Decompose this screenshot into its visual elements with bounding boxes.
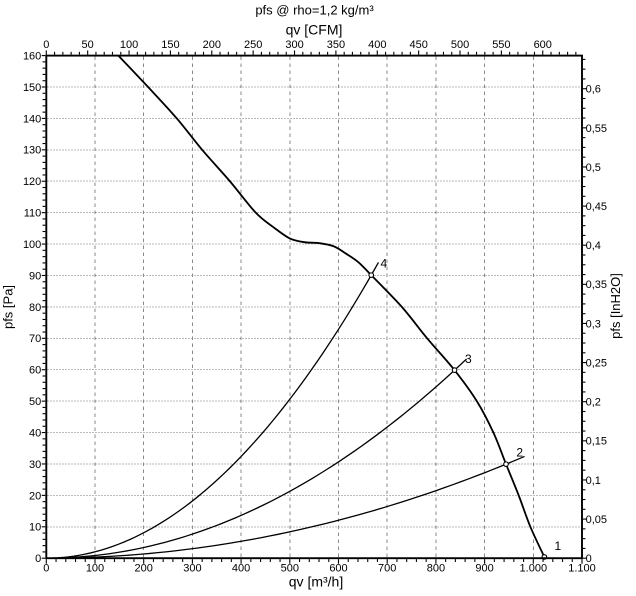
svg-text:0,35: 0,35	[586, 279, 607, 291]
svg-text:0,2: 0,2	[586, 397, 601, 409]
svg-text:0,6: 0,6	[586, 84, 601, 96]
svg-text:200: 200	[203, 39, 221, 51]
svg-text:140: 140	[23, 113, 41, 125]
svg-text:1.100: 1.100	[568, 563, 596, 575]
svg-text:130: 130	[23, 145, 41, 157]
svg-text:40: 40	[29, 427, 41, 439]
svg-text:160: 160	[23, 50, 41, 62]
svg-text:0,4: 0,4	[586, 240, 601, 252]
svg-text:400: 400	[368, 39, 386, 51]
svg-text:0: 0	[586, 553, 592, 565]
svg-text:0,15: 0,15	[586, 436, 607, 448]
svg-text:0,25: 0,25	[586, 357, 607, 369]
svg-text:150: 150	[23, 82, 41, 94]
svg-text:0,1: 0,1	[586, 475, 601, 487]
svg-text:80: 80	[29, 302, 41, 314]
svg-text:100: 100	[86, 563, 104, 575]
svg-text:20: 20	[29, 490, 41, 502]
svg-text:qv [CFM]: qv [CFM]	[286, 21, 343, 37]
svg-text:300: 300	[285, 39, 303, 51]
svg-text:100: 100	[23, 239, 41, 251]
svg-text:200: 200	[135, 563, 153, 575]
svg-text:0: 0	[35, 553, 41, 565]
svg-text:3: 3	[465, 352, 472, 366]
svg-text:800: 800	[427, 563, 445, 575]
svg-text:1.000: 1.000	[520, 563, 548, 575]
svg-text:60: 60	[29, 365, 41, 377]
svg-text:550: 550	[492, 39, 510, 51]
svg-text:50: 50	[29, 396, 41, 408]
svg-text:30: 30	[29, 459, 41, 471]
svg-text:0,5: 0,5	[586, 162, 601, 174]
svg-text:0: 0	[43, 563, 49, 575]
svg-text:120: 120	[23, 176, 41, 188]
svg-text:350: 350	[327, 39, 345, 51]
svg-text:10: 10	[29, 522, 41, 534]
svg-text:pfs @ rho=1,2 kg/m³: pfs @ rho=1,2 kg/m³	[255, 2, 374, 17]
svg-text:700: 700	[378, 563, 396, 575]
svg-text:1: 1	[555, 539, 562, 553]
svg-text:0,05: 0,05	[586, 514, 607, 526]
svg-text:0: 0	[43, 39, 49, 51]
svg-text:qv [m³/h]: qv [m³/h]	[289, 574, 343, 590]
svg-text:300: 300	[183, 563, 201, 575]
svg-text:70: 70	[29, 333, 41, 345]
svg-text:900: 900	[475, 563, 493, 575]
svg-text:250: 250	[244, 39, 262, 51]
svg-text:pfs [Pa]: pfs [Pa]	[1, 285, 16, 329]
svg-text:600: 600	[329, 563, 347, 575]
svg-text:0,45: 0,45	[586, 201, 607, 213]
svg-text:500: 500	[451, 39, 469, 51]
svg-text:110: 110	[24, 208, 42, 220]
svg-text:50: 50	[82, 39, 94, 51]
svg-text:400: 400	[232, 563, 250, 575]
svg-text:pfs [InH2O]: pfs [InH2O]	[608, 273, 623, 339]
svg-text:4: 4	[381, 257, 388, 271]
svg-text:2: 2	[516, 445, 523, 459]
svg-text:90: 90	[29, 270, 41, 282]
svg-text:0,3: 0,3	[586, 318, 601, 330]
svg-text:0,55: 0,55	[586, 123, 607, 135]
svg-text:450: 450	[409, 39, 427, 51]
svg-text:500: 500	[281, 563, 299, 575]
svg-text:100: 100	[120, 39, 138, 51]
svg-text:150: 150	[161, 39, 179, 51]
svg-text:600: 600	[534, 39, 552, 51]
